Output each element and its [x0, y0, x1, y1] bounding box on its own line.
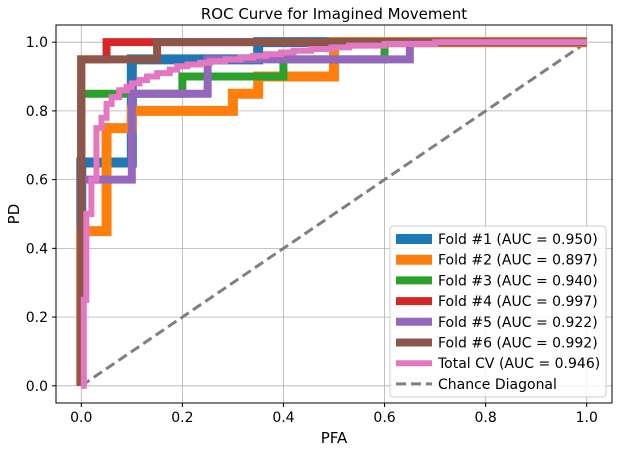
series-line-1 — [76, 37, 587, 386]
y-axis-title: PD — [5, 204, 23, 225]
legend-label-3: Fold #4 (AUC = 0.997) — [438, 294, 598, 310]
legend-box — [389, 225, 607, 398]
series-line-6 — [80, 39, 587, 389]
legend-label-5: Fold #6 (AUC = 0.992) — [438, 336, 598, 352]
series-line-5 — [77, 38, 587, 386]
y-tick-label: 1.0 — [26, 35, 48, 51]
series-layer — [76, 37, 588, 389]
y-tick-label: 0.2 — [26, 310, 48, 326]
legend: Fold #1 (AUC = 0.950) Fold #2 (AUC = 0.89… — [389, 225, 607, 398]
plot-frame — [55, 24, 613, 404]
legend-label-6: Total CV (AUC = 0.946) — [437, 356, 600, 372]
x-tick-label: 0.4 — [272, 410, 294, 426]
ticks: 0.0 0.2 0.4 0.6 0.8 1.0 0.0 0.2 0.4 0.6 0.8 1.0 — [26, 35, 598, 426]
y-tick-label: 0.0 — [26, 379, 48, 395]
y-tick-label: 0.8 — [26, 104, 48, 120]
legend-label-4: Fold #5 (AUC = 0.922) — [438, 315, 598, 331]
legend-label-7: Chance Diagonal — [438, 377, 557, 393]
chart-title: ROC Curve for Imagined Movement — [201, 5, 467, 23]
y-tick-label: 0.4 — [26, 241, 48, 257]
grid — [56, 25, 612, 403]
legend-label-1: Fold #2 (AUC = 0.897) — [438, 253, 598, 269]
legend-label-0: Fold #1 (AUC = 0.950) — [438, 232, 598, 248]
x-tick-label: 1.0 — [576, 410, 598, 426]
y-tick-label: 0.6 — [26, 173, 48, 189]
series-line-7 — [80, 40, 588, 388]
legend-label-2: Fold #3 (AUC = 0.940) — [438, 273, 598, 289]
x-tick-label: 0.2 — [171, 410, 193, 426]
x-tick-label: 0.0 — [70, 410, 92, 426]
x-axis-title: PFA — [321, 429, 348, 447]
series-line-2 — [77, 38, 587, 386]
x-tick-label: 0.8 — [475, 410, 497, 426]
x-tick-label: 0.6 — [373, 410, 395, 426]
